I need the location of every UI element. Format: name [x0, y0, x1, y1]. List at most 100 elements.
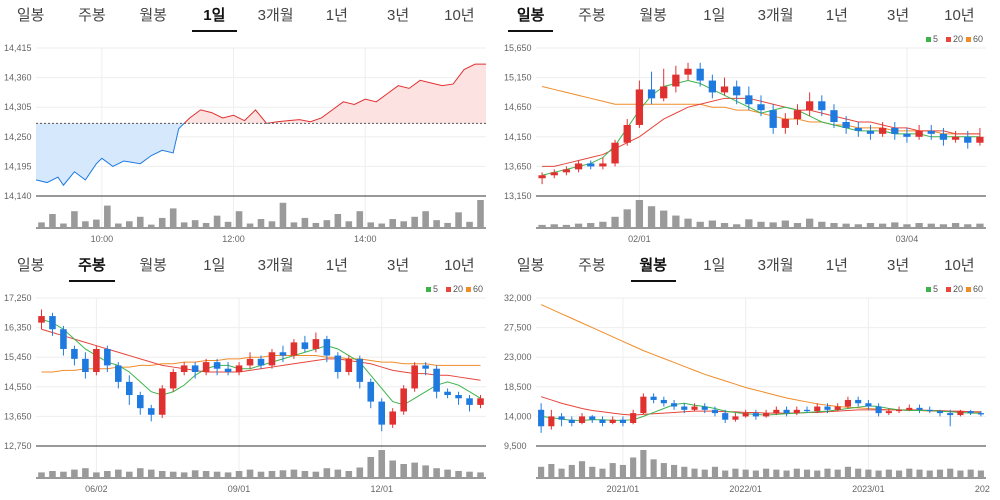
volume-bar	[936, 469, 944, 478]
candle-body	[599, 163, 607, 167]
tab-2[interactable]: 월봉	[623, 250, 684, 282]
y-tick-label: 14,550	[4, 382, 32, 392]
monthly-panel: 일봉 주봉 월봉 1일 3개월 1년 3년 10년 32,000 27,500 23,000 18,…	[500, 250, 1000, 500]
tab-4[interactable]: 3개월	[757, 7, 794, 24]
candle-body	[781, 119, 789, 128]
y-tick-label: 13,650	[4, 411, 32, 421]
volume-bar	[733, 224, 741, 228]
candle-body	[660, 399, 667, 404]
ma60-line	[540, 304, 981, 413]
tab-2[interactable]: 월봉	[639, 7, 667, 24]
tab-3[interactable]: 1일	[703, 257, 726, 274]
candle-body	[191, 365, 199, 372]
tab-6[interactable]: 3년	[387, 7, 410, 24]
volume-bar	[126, 471, 133, 478]
tab-6[interactable]: 3년	[887, 7, 910, 24]
period-tabs: 일봉 주봉 월봉 1일 3개월 1년 3년 10년	[500, 250, 990, 282]
volume-bar	[684, 218, 692, 228]
volume-bar	[538, 224, 546, 228]
period-tabs: 일봉 주봉 월봉 1일 3개월 1년 3년 10년	[0, 250, 490, 282]
volume-bar	[558, 468, 565, 478]
volume-bar	[147, 469, 155, 478]
tab-3[interactable]: 1일	[184, 0, 245, 32]
tab-7[interactable]: 10년	[944, 7, 975, 24]
candle-body	[806, 101, 814, 111]
candle-body	[681, 406, 688, 410]
tab-1[interactable]: 주봉	[61, 250, 122, 282]
candle-body	[818, 101, 826, 111]
candle-body	[635, 89, 644, 125]
volume-bar	[834, 469, 841, 478]
tab-4[interactable]: 3개월	[757, 257, 794, 274]
volume-bar	[623, 209, 631, 228]
tab-5[interactable]: 1년	[325, 7, 348, 24]
tab-7[interactable]: 10년	[444, 7, 475, 24]
tab-3[interactable]: 1일	[703, 7, 726, 24]
volume-bar	[466, 471, 473, 478]
volume-bar	[752, 470, 759, 478]
volume-bar	[444, 469, 451, 478]
volume-bar	[783, 470, 790, 478]
tab-7[interactable]: 10년	[444, 257, 475, 274]
candle-body	[235, 365, 243, 372]
candle-body	[562, 169, 571, 173]
tab-2[interactable]: 월봉	[139, 7, 167, 24]
tab-5[interactable]: 1년	[825, 257, 848, 274]
candle-body	[93, 348, 100, 372]
tab-4[interactable]: 3개월	[257, 7, 294, 24]
tab-1[interactable]: 주봉	[578, 257, 606, 274]
volume-bar	[169, 471, 177, 478]
volume-bar	[191, 470, 199, 478]
volume-bar	[115, 223, 122, 228]
volume-bar	[400, 221, 407, 228]
volume-bar	[82, 221, 89, 228]
volume-bar	[400, 464, 407, 478]
candle-body	[82, 358, 89, 372]
volume-bar	[180, 222, 188, 228]
candle-body	[903, 133, 911, 137]
tab-3[interactable]: 1일	[203, 257, 226, 274]
volume-bar	[411, 462, 418, 478]
legend-swatch	[426, 287, 431, 292]
volume-bar	[609, 463, 616, 478]
volume-bar	[158, 471, 166, 478]
candle-body	[71, 348, 78, 359]
tab-0[interactable]: 일봉	[16, 7, 45, 24]
candle-body	[891, 127, 899, 134]
volume-bar	[367, 222, 375, 228]
volume-bar	[696, 221, 704, 228]
volume-bar	[312, 222, 320, 228]
tab-4[interactable]: 3개월	[257, 257, 294, 274]
candle-body	[466, 398, 473, 405]
candle-body	[834, 406, 841, 410]
volume-bar	[830, 223, 838, 228]
tab-0[interactable]: 일봉	[500, 0, 561, 32]
volume-bar	[433, 220, 440, 228]
tab-5[interactable]: 1년	[325, 257, 348, 274]
candle-body	[202, 362, 210, 372]
volume-bar	[158, 217, 166, 228]
volume-bar	[104, 205, 111, 228]
candle-body	[957, 411, 964, 416]
tab-0[interactable]: 일봉	[516, 257, 545, 274]
candle-body	[720, 86, 729, 93]
volume-bar	[367, 457, 375, 478]
volume-bar	[268, 221, 276, 228]
volume-bar	[411, 216, 418, 228]
candle-body	[568, 419, 575, 423]
tab-6[interactable]: 3년	[387, 257, 410, 274]
volume-bar	[587, 223, 595, 228]
tab-1[interactable]: 주봉	[78, 7, 106, 24]
candle-body	[844, 399, 851, 407]
tab-0[interactable]: 일봉	[16, 257, 45, 274]
tab-1[interactable]: 주봉	[578, 7, 606, 24]
volume-bar	[389, 460, 396, 478]
price-line-down	[35, 123, 270, 187]
candle-body	[757, 104, 765, 111]
tab-2[interactable]: 월봉	[139, 257, 167, 274]
volume-bar	[301, 471, 309, 478]
y-tick-label: 13,650	[504, 161, 532, 171]
tab-6[interactable]: 3년	[887, 257, 910, 274]
tab-7[interactable]: 10년	[944, 257, 975, 274]
tab-5[interactable]: 1년	[825, 7, 848, 24]
